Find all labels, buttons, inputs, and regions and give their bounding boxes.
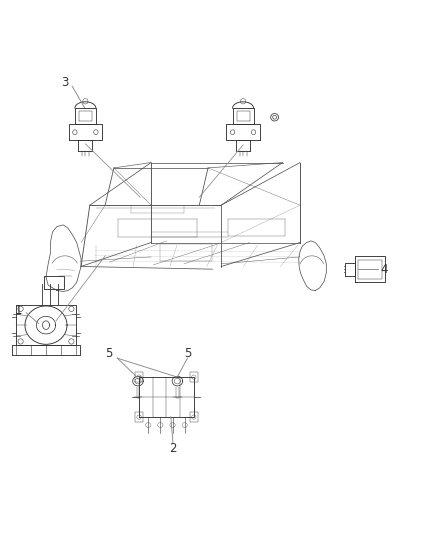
Ellipse shape: [73, 130, 77, 135]
Ellipse shape: [158, 423, 163, 427]
Text: 5: 5: [184, 347, 191, 360]
Text: 1: 1: [14, 304, 22, 317]
Ellipse shape: [240, 99, 246, 104]
Ellipse shape: [272, 115, 277, 119]
Text: 3: 3: [61, 76, 68, 88]
Ellipse shape: [145, 423, 151, 427]
Ellipse shape: [230, 130, 235, 135]
Ellipse shape: [83, 99, 88, 104]
Ellipse shape: [69, 339, 74, 344]
Bar: [135, 372, 143, 382]
Ellipse shape: [170, 423, 175, 427]
Bar: [190, 372, 198, 382]
Text: 4: 4: [381, 263, 389, 276]
Ellipse shape: [18, 339, 23, 344]
Ellipse shape: [18, 306, 23, 311]
Text: 5: 5: [105, 347, 112, 360]
Ellipse shape: [182, 423, 187, 427]
Ellipse shape: [271, 114, 279, 121]
Ellipse shape: [137, 375, 141, 379]
Ellipse shape: [192, 375, 196, 379]
Text: 2: 2: [169, 442, 177, 455]
Ellipse shape: [251, 130, 256, 135]
Ellipse shape: [94, 130, 98, 135]
Bar: [190, 413, 198, 422]
Ellipse shape: [69, 306, 74, 311]
Ellipse shape: [192, 415, 196, 419]
Bar: [135, 413, 143, 422]
Ellipse shape: [137, 415, 141, 419]
